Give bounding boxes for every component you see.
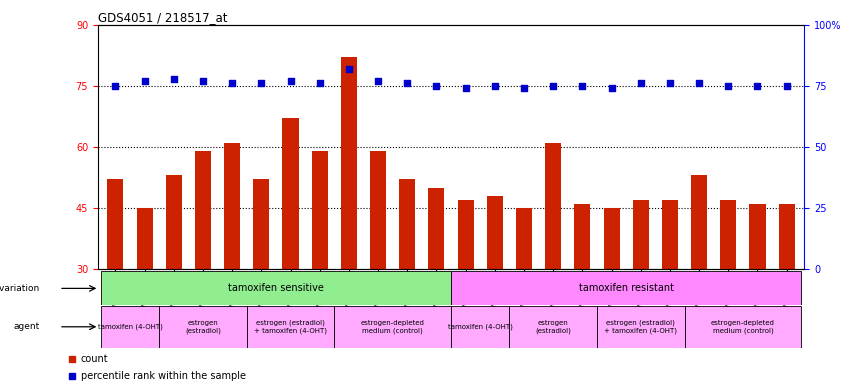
Point bbox=[401, 80, 414, 86]
Point bbox=[693, 80, 706, 86]
Bar bbox=[603, 208, 620, 384]
Point bbox=[751, 83, 764, 89]
Bar bbox=[334, 306, 451, 348]
Point bbox=[517, 85, 531, 91]
Bar bbox=[254, 179, 269, 384]
Bar bbox=[311, 151, 328, 384]
Text: percentile rank within the sample: percentile rank within the sample bbox=[81, 371, 246, 381]
Bar bbox=[399, 179, 415, 384]
Bar bbox=[662, 200, 678, 384]
Bar bbox=[574, 204, 591, 384]
Point bbox=[546, 83, 560, 89]
Point bbox=[254, 80, 268, 86]
Text: tamoxifen resistant: tamoxifen resistant bbox=[579, 283, 674, 293]
Text: tamoxifen (4-OHT): tamoxifen (4-OHT) bbox=[98, 324, 163, 330]
Text: estrogen-depleted
medium (control): estrogen-depleted medium (control) bbox=[711, 320, 775, 334]
Point bbox=[196, 78, 209, 84]
Bar bbox=[451, 306, 510, 348]
Bar bbox=[516, 208, 532, 384]
Bar bbox=[107, 179, 123, 384]
Bar bbox=[633, 200, 648, 384]
Bar bbox=[428, 187, 444, 384]
Text: estrogen
(estradiol): estrogen (estradiol) bbox=[535, 320, 571, 334]
Bar bbox=[510, 306, 597, 348]
Point bbox=[663, 80, 677, 86]
Text: tamoxifen sensitive: tamoxifen sensitive bbox=[228, 283, 324, 293]
Point bbox=[605, 85, 619, 91]
Point bbox=[167, 76, 180, 82]
Bar bbox=[691, 175, 707, 384]
Bar bbox=[750, 204, 766, 384]
Bar bbox=[136, 208, 152, 384]
Point bbox=[722, 83, 735, 89]
Bar bbox=[247, 306, 334, 348]
Point bbox=[371, 78, 385, 84]
Text: tamoxifen (4-OHT): tamoxifen (4-OHT) bbox=[448, 324, 512, 330]
Point bbox=[780, 83, 793, 89]
Point bbox=[313, 80, 327, 86]
Bar bbox=[370, 151, 386, 384]
Bar bbox=[100, 271, 451, 305]
Point bbox=[138, 78, 151, 84]
Bar bbox=[720, 200, 736, 384]
Bar bbox=[487, 196, 503, 384]
Bar bbox=[779, 204, 795, 384]
Text: count: count bbox=[81, 354, 108, 364]
Text: genotype/variation: genotype/variation bbox=[0, 284, 40, 293]
Text: estrogen
(estradiol): estrogen (estradiol) bbox=[185, 320, 221, 334]
Bar bbox=[597, 306, 684, 348]
Bar bbox=[159, 306, 247, 348]
Point bbox=[430, 83, 443, 89]
Bar bbox=[451, 271, 802, 305]
Point bbox=[459, 85, 472, 91]
Bar bbox=[545, 143, 561, 384]
Bar bbox=[283, 118, 299, 384]
Bar bbox=[100, 306, 159, 348]
Point bbox=[575, 83, 589, 89]
Bar bbox=[195, 151, 211, 384]
Point bbox=[283, 78, 297, 84]
Point bbox=[226, 80, 239, 86]
Text: estrogen (estradiol)
+ tamoxifen (4-OHT): estrogen (estradiol) + tamoxifen (4-OHT) bbox=[604, 320, 677, 334]
Bar bbox=[341, 58, 357, 384]
Bar bbox=[224, 143, 240, 384]
Point bbox=[342, 66, 356, 72]
Text: estrogen (estradiol)
+ tamoxifen (4-OHT): estrogen (estradiol) + tamoxifen (4-OHT) bbox=[254, 320, 327, 334]
Point bbox=[488, 83, 501, 89]
Text: estrogen-depleted
medium (control): estrogen-depleted medium (control) bbox=[361, 320, 425, 334]
Text: GDS4051 / 218517_at: GDS4051 / 218517_at bbox=[98, 11, 227, 24]
Bar bbox=[684, 306, 802, 348]
Bar bbox=[166, 175, 182, 384]
Point bbox=[109, 83, 123, 89]
Text: agent: agent bbox=[14, 322, 40, 331]
Bar bbox=[458, 200, 474, 384]
Point bbox=[634, 80, 648, 86]
